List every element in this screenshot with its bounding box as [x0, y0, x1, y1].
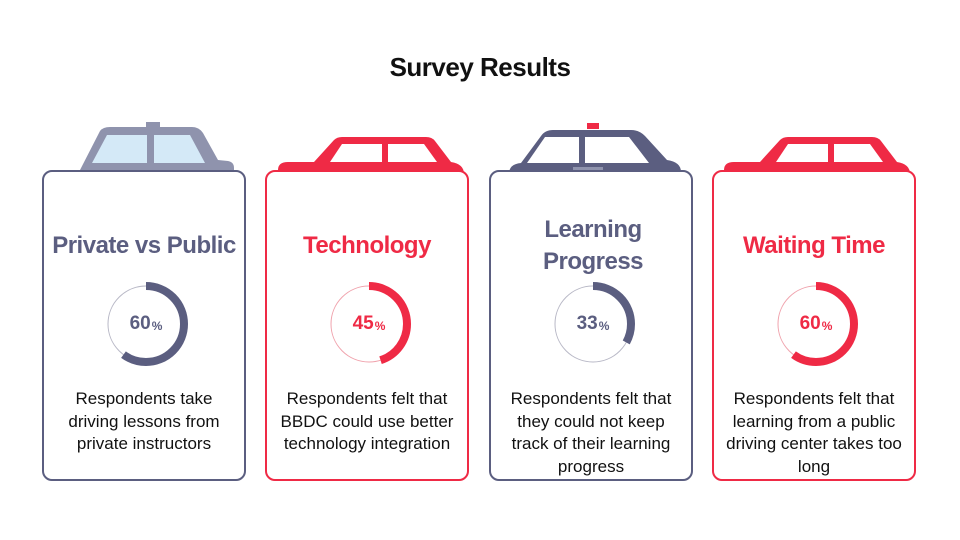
survey-card-waiting-time: Waiting Time 60% Respondents felt that l…: [712, 170, 916, 481]
percentage-number: 45: [352, 313, 374, 334]
progress-ring: [104, 282, 188, 366]
percentage-unit: %: [374, 319, 386, 333]
card-heading: Technology: [303, 232, 431, 259]
card-heading: Learning Progress: [542, 216, 644, 275]
percentage-number: 33: [576, 313, 598, 334]
percentage-value: 33%: [551, 282, 635, 366]
survey-card-technology: Technology 45% Respondents felt that BBD…: [265, 170, 469, 481]
card-description: Respondents take driving lessons from pr…: [68, 389, 220, 453]
progress-ring: [551, 282, 635, 366]
progress-ring: [774, 282, 858, 366]
card-heading: Waiting Time: [742, 232, 886, 259]
card-heading: Private vs Public: [52, 232, 236, 259]
survey-card-private-vs-public: Private vs Public 60% Respondents take d…: [42, 170, 246, 481]
percentage-unit: %: [151, 319, 163, 333]
percentage-value: 60%: [774, 282, 858, 366]
progress-ring: [327, 282, 411, 366]
page-title: Survey Results: [389, 52, 571, 82]
percentage-unit: %: [821, 319, 833, 333]
card-description: Respondents felt that they could not kee…: [510, 389, 672, 476]
percentage-value: 45%: [327, 282, 411, 366]
percentage-number: 60: [129, 313, 151, 334]
card-description: Respondents felt that BBDC could use bet…: [280, 389, 454, 453]
percentage-number: 60: [799, 313, 821, 334]
percentage-value: 60%: [104, 282, 188, 366]
survey-card-learning-progress: Learning Progress 33% Respondents felt t…: [489, 170, 693, 481]
percentage-unit: %: [598, 319, 610, 333]
card-description: Respondents felt that learning from a pu…: [726, 389, 902, 476]
